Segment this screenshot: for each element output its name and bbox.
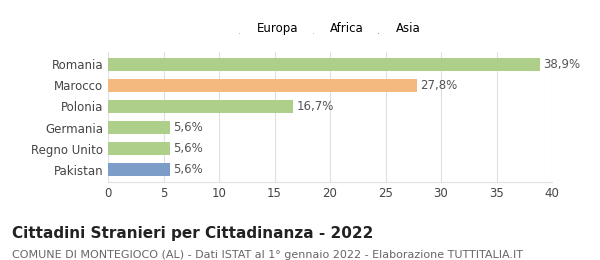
Text: 38,9%: 38,9% [543, 58, 580, 71]
Text: 5,6%: 5,6% [173, 163, 203, 176]
Text: 5,6%: 5,6% [173, 121, 203, 134]
Bar [108, 142, 170, 155]
Text: 27,8%: 27,8% [420, 79, 457, 92]
Legend: Europa, Africa, Asia: Europa, Africa, Asia [236, 19, 424, 39]
Text: 16,7%: 16,7% [297, 100, 334, 113]
Bar [108, 58, 540, 70]
Bar [108, 100, 293, 113]
Bar [108, 121, 170, 134]
Text: 5,6%: 5,6% [173, 142, 203, 155]
Text: Cittadini Stranieri per Cittadinanza - 2022: Cittadini Stranieri per Cittadinanza - 2… [12, 226, 373, 241]
Bar [108, 164, 170, 176]
Bar [108, 79, 416, 92]
Text: COMUNE DI MONTEGIOCO (AL) - Dati ISTAT al 1° gennaio 2022 - Elaborazione TUTTITA: COMUNE DI MONTEGIOCO (AL) - Dati ISTAT a… [12, 250, 523, 259]
